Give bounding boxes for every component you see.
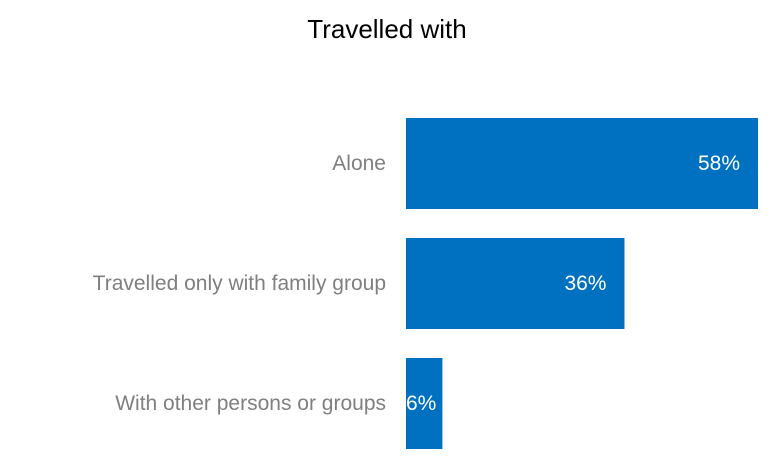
value-label-2: 36% bbox=[564, 272, 606, 295]
bar-1 bbox=[406, 118, 758, 209]
bar-3 bbox=[406, 358, 443, 449]
bar-2 bbox=[406, 238, 625, 329]
category-label-2: Travelled only with family group bbox=[93, 272, 386, 295]
bars-layer: Alone 58% Travelled only with family group… bbox=[93, 118, 758, 449]
chart-title: Travelled with bbox=[307, 14, 466, 44]
category-label-3: With other persons or groups bbox=[115, 392, 386, 415]
value-label-1: 58% bbox=[698, 152, 740, 175]
value-label-3: 6% bbox=[406, 392, 436, 415]
category-label-1: Alone bbox=[332, 152, 386, 175]
